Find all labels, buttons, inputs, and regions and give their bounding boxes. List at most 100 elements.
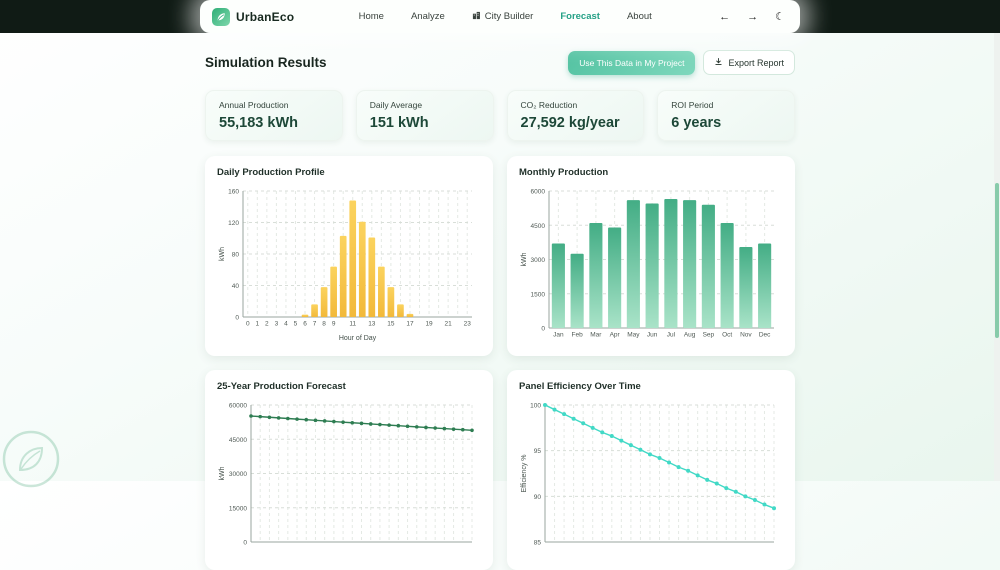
scrollbar-track[interactable] [994,33,1000,481]
chart-card-monthly-production: Monthly Production 0 1500 3000 4500 6000 Jan F… [507,156,795,356]
svg-text:1: 1 [256,321,260,328]
chart-card-panel-efficiency: Panel Efficiency Over Time 85 90 95 100 Effi… [507,370,795,570]
stat-card-daily-average: Daily Average 151 kWh [355,90,494,141]
svg-text:90: 90 [534,494,542,501]
svg-text:Aug: Aug [684,332,696,339]
nav-items: Home Analyze City Builder Forecast About [294,11,716,23]
svg-text:11: 11 [349,321,356,328]
svg-text:6000: 6000 [531,189,546,196]
svg-text:Sep: Sep [703,332,715,339]
svg-text:kWh: kWh [219,247,226,261]
theme-toggle-moon-icon[interactable]: ☾ [772,9,788,24]
svg-text:2: 2 [265,321,269,328]
navbar: UrbanEco Home Analyze City Builder Forec… [200,0,800,33]
nav-item-about[interactable]: About [626,11,652,22]
nav-item-city-builder-label: City Builder [484,11,534,22]
svg-text:Oct: Oct [722,332,732,339]
panel-efficiency-chart: 85 90 95 100 Efficiency % [521,403,776,547]
svg-text:23: 23 [464,321,472,328]
svg-text:Mar: Mar [590,332,602,339]
stat-card-annual-production: Annual Production 55,183 kWh [205,90,343,141]
nav-item-city-builder[interactable]: City Builder [472,11,534,23]
svg-text:60000: 60000 [229,403,247,410]
svg-text:0: 0 [243,540,247,547]
svg-text:3: 3 [275,321,279,328]
page-title: Simulation Results [205,55,327,70]
svg-text:3000: 3000 [531,257,546,264]
svg-text:Feb: Feb [572,332,584,339]
chart-card-daily-production: Daily Production Profile 0 40 80 120 160 0 1 2 3… [205,156,493,356]
scrollbar-thumb[interactable] [995,183,999,338]
svg-text:Nov: Nov [740,332,752,339]
svg-text:4: 4 [284,321,288,328]
svg-text:May: May [627,332,640,339]
svg-text:1500: 1500 [531,291,546,298]
svg-text:15: 15 [387,321,395,328]
svg-text:5: 5 [294,321,298,328]
svg-text:Jan: Jan [553,332,564,339]
svg-text:13: 13 [368,321,376,328]
leaf-logo-icon [212,7,230,26]
svg-text:4500: 4500 [531,223,546,230]
svg-text:9: 9 [332,321,336,328]
watermark-leaf-logo [0,428,62,495]
brand-name: UrbanEco [236,9,295,24]
svg-text:40: 40 [232,283,240,290]
nav-item-forecast[interactable]: Forecast [560,11,600,22]
stat-value: 151 kWh [369,115,429,131]
svg-text:Dec: Dec [759,332,771,339]
stat-card-roi-period: ROI Period 6 years [657,90,795,141]
svg-text:7: 7 [313,321,317,328]
charts-grid: Daily Production Profile 0 40 80 120 160 0 1 2 3… [205,156,795,570]
svg-text:kWh: kWh [521,252,528,266]
head-buttons: Use This Data in My Project Export Repor… [568,50,795,75]
nav-item-home[interactable]: Home [358,11,384,22]
svg-text:0: 0 [235,315,239,322]
svg-text:Apr: Apr [610,332,621,339]
top-bar: UrbanEco Home Analyze City Builder Forec… [0,0,1000,33]
svg-text:45000: 45000 [229,437,247,444]
page-head: Simulation Results Use This Data in My P… [205,50,795,75]
svg-text:Hour of Day: Hour of Day [339,335,377,342]
svg-text:85: 85 [534,540,542,547]
chart-card-production-forecast: 25-Year Production Forecast 0 15000 30000 4… [205,370,493,570]
chart-title: 25-Year Production Forecast [217,381,346,392]
nav-item-analyze[interactable]: Analyze [410,11,445,22]
chart-title: Panel Efficiency Over Time [519,381,641,392]
svg-text:30000: 30000 [229,471,247,478]
monthly-production-chart: 0 1500 3000 4500 6000 Jan Feb Mar Apr May Jun Jul Au… [521,189,774,339]
back-button[interactable]: ← [716,10,733,24]
export-report-button[interactable]: Export Report [703,50,795,75]
stat-value: 6 years [671,115,722,131]
chart-title: Monthly Production [519,167,609,178]
nav-controls: ← → ☾ [716,9,788,24]
svg-text:0: 0 [541,326,545,333]
stat-card-co2-reduction: CO₂ Reduction 27,592 kg/year [506,90,645,141]
use-data-button[interactable]: Use This Data in My Project [568,50,696,75]
svg-text:120: 120 [228,220,239,227]
forward-button[interactable]: → [744,10,761,24]
download-icon [714,57,723,68]
stats-row: Annual Production 55,183 kWh Daily Avera… [205,90,795,141]
svg-text:Jul: Jul [667,332,676,339]
main-content: Simulation Results Use This Data in My P… [205,50,795,570]
svg-text:8: 8 [322,321,326,328]
svg-text:160: 160 [228,189,239,196]
svg-text:Jun: Jun [647,332,658,339]
svg-text:19: 19 [425,321,433,328]
stat-label: ROI Period [671,100,714,110]
stat-value: 55,183 kWh [219,115,298,131]
brand[interactable]: UrbanEco [212,7,295,26]
production-forecast-chart: 0 15000 30000 45000 60000 kWh [219,403,474,547]
svg-text:17: 17 [406,321,414,328]
svg-text:kWh: kWh [219,466,226,480]
stat-label: Daily Average [369,100,423,110]
svg-text:0: 0 [246,321,250,328]
svg-text:80: 80 [232,252,240,259]
svg-text:15000: 15000 [229,505,247,512]
chart-title: Daily Production Profile [217,167,325,178]
stat-label: CO₂ Reduction [520,100,578,110]
export-report-label: Export Report [728,57,784,68]
city-builder-icon [472,11,481,23]
